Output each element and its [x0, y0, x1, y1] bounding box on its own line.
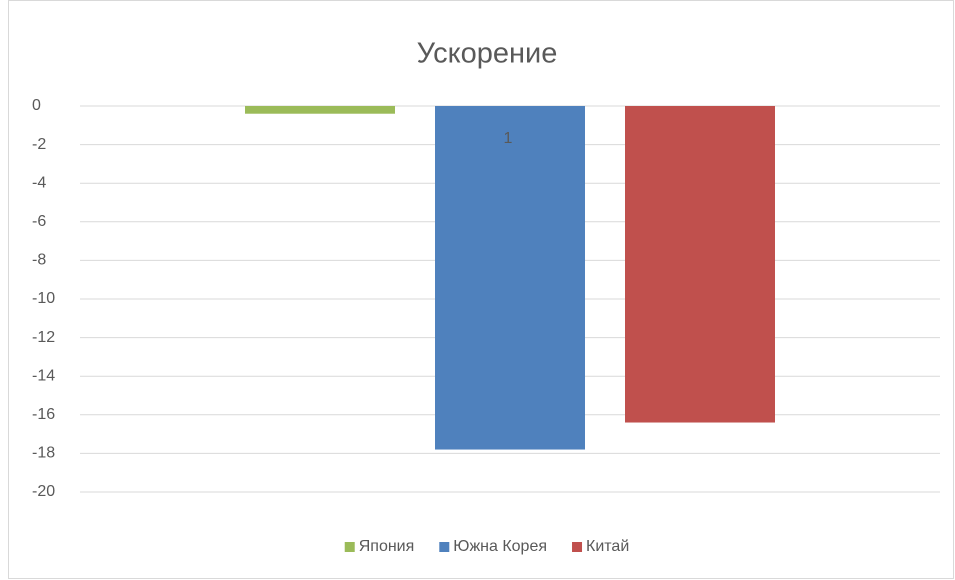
y-tick-label: -14: [32, 367, 55, 384]
legend-swatch: [439, 542, 450, 552]
y-tick-label: -4: [32, 174, 46, 191]
y-tick-label: -8: [32, 252, 46, 269]
bar: [245, 106, 395, 114]
y-tick-label: -20: [32, 483, 55, 500]
y-tick-label: -2: [32, 136, 46, 153]
legend-label: Япония: [359, 538, 415, 555]
y-tick-label: -16: [32, 406, 55, 423]
legend-label: Китай: [586, 538, 629, 555]
y-tick-label: -12: [32, 329, 55, 346]
y-tick-label: -18: [32, 445, 55, 462]
legend-label: Южна Корея: [453, 538, 547, 555]
bar: [435, 106, 585, 450]
y-tick-label: -10: [32, 290, 55, 307]
bar: [625, 106, 775, 423]
y-tick-label: -6: [32, 213, 46, 230]
chart-title: Ускорение: [417, 38, 558, 70]
x-tick-label: 1: [504, 130, 513, 147]
y-tick-label: 0: [32, 97, 41, 114]
legend-swatch: [572, 542, 583, 552]
legend-swatch: [344, 542, 355, 552]
